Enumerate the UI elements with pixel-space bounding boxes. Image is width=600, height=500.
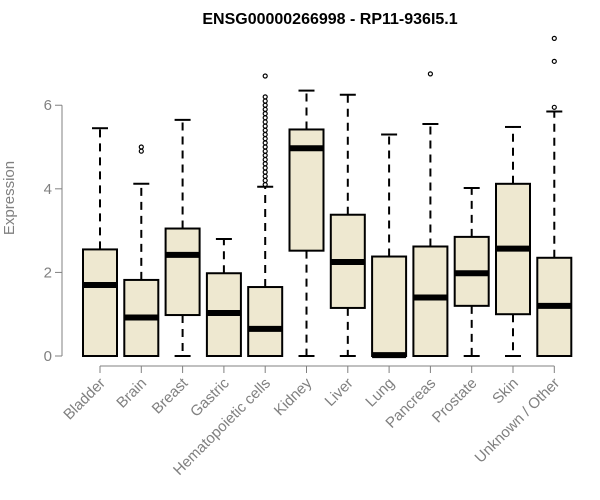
outlier-1-1 [138,144,144,150]
outlier-4-11 [262,136,268,142]
outlier-11-2 [551,35,557,41]
outlier-4-20 [262,98,268,104]
box-1 [123,144,160,357]
box-3 [205,237,242,357]
outlier-4-12 [262,131,268,138]
outlier-4-9 [262,144,268,150]
y-axis-label: Expression [1,161,18,235]
chart-title: ENSG00000266998 - RP11-936I5.1 [202,11,457,28]
box-rect-7 [371,255,408,357]
box-7 [371,133,408,359]
outlier-4-8 [262,148,268,154]
box-2 [164,118,201,357]
outlier-4-18 [262,106,268,113]
outlier-4-7 [262,152,268,158]
outlier-4-17 [262,110,268,117]
box-rect-8 [412,245,449,357]
box-rect-2 [164,227,201,317]
x-tick-label-1: Brain [113,375,150,412]
outlier-4-10 [262,140,268,146]
box-5 [288,89,325,357]
y-tick-label-3: 6 [44,97,52,114]
outlier-4-14 [262,123,268,129]
x-tick-label-2: Breast [149,374,192,417]
box-11 [536,35,573,357]
outlier-11-0 [551,104,557,110]
outlier-8-0 [427,71,433,77]
x-tick-label-7: Lung [362,375,398,411]
outlier-4-21 [262,94,268,100]
y-axis: 0 2 4 6 [44,97,63,365]
outlier-4-4 [262,165,268,171]
x-tick-label-5: Kidney [271,374,316,419]
box-6 [329,93,366,357]
outlier-4-3 [262,169,268,175]
y-tick-label-2: 4 [44,181,52,198]
outlier-1-0 [138,148,144,154]
outlier-4-2 [262,173,268,179]
box-rect-0 [82,248,118,357]
y-tick-label-0: 0 [44,348,52,365]
x-tick-label-10: Skin [489,375,522,408]
box-rect-4 [247,286,284,357]
outlier-4-15 [262,119,268,125]
x-tick-label-0: Bladder [60,375,109,424]
outlier-4-16 [262,115,268,121]
outlier-4-19 [262,102,268,108]
y-tick-label-1: 2 [44,264,52,281]
box-10 [495,125,531,357]
box-4 [247,73,284,357]
outlier-4-1 [262,177,268,184]
box-8 [412,71,449,357]
outlier-4-13 [262,127,268,133]
outlier-11-1 [551,58,557,64]
box-0 [82,127,118,357]
x-tick-label-6: Liver [322,375,357,410]
box-series [82,35,573,359]
outlier-4-22 [262,73,268,79]
x-tick-label-9: Prostate [429,375,481,427]
outlier-4-5 [262,161,268,167]
outlier-4-6 [262,156,268,163]
box-9 [453,186,490,357]
